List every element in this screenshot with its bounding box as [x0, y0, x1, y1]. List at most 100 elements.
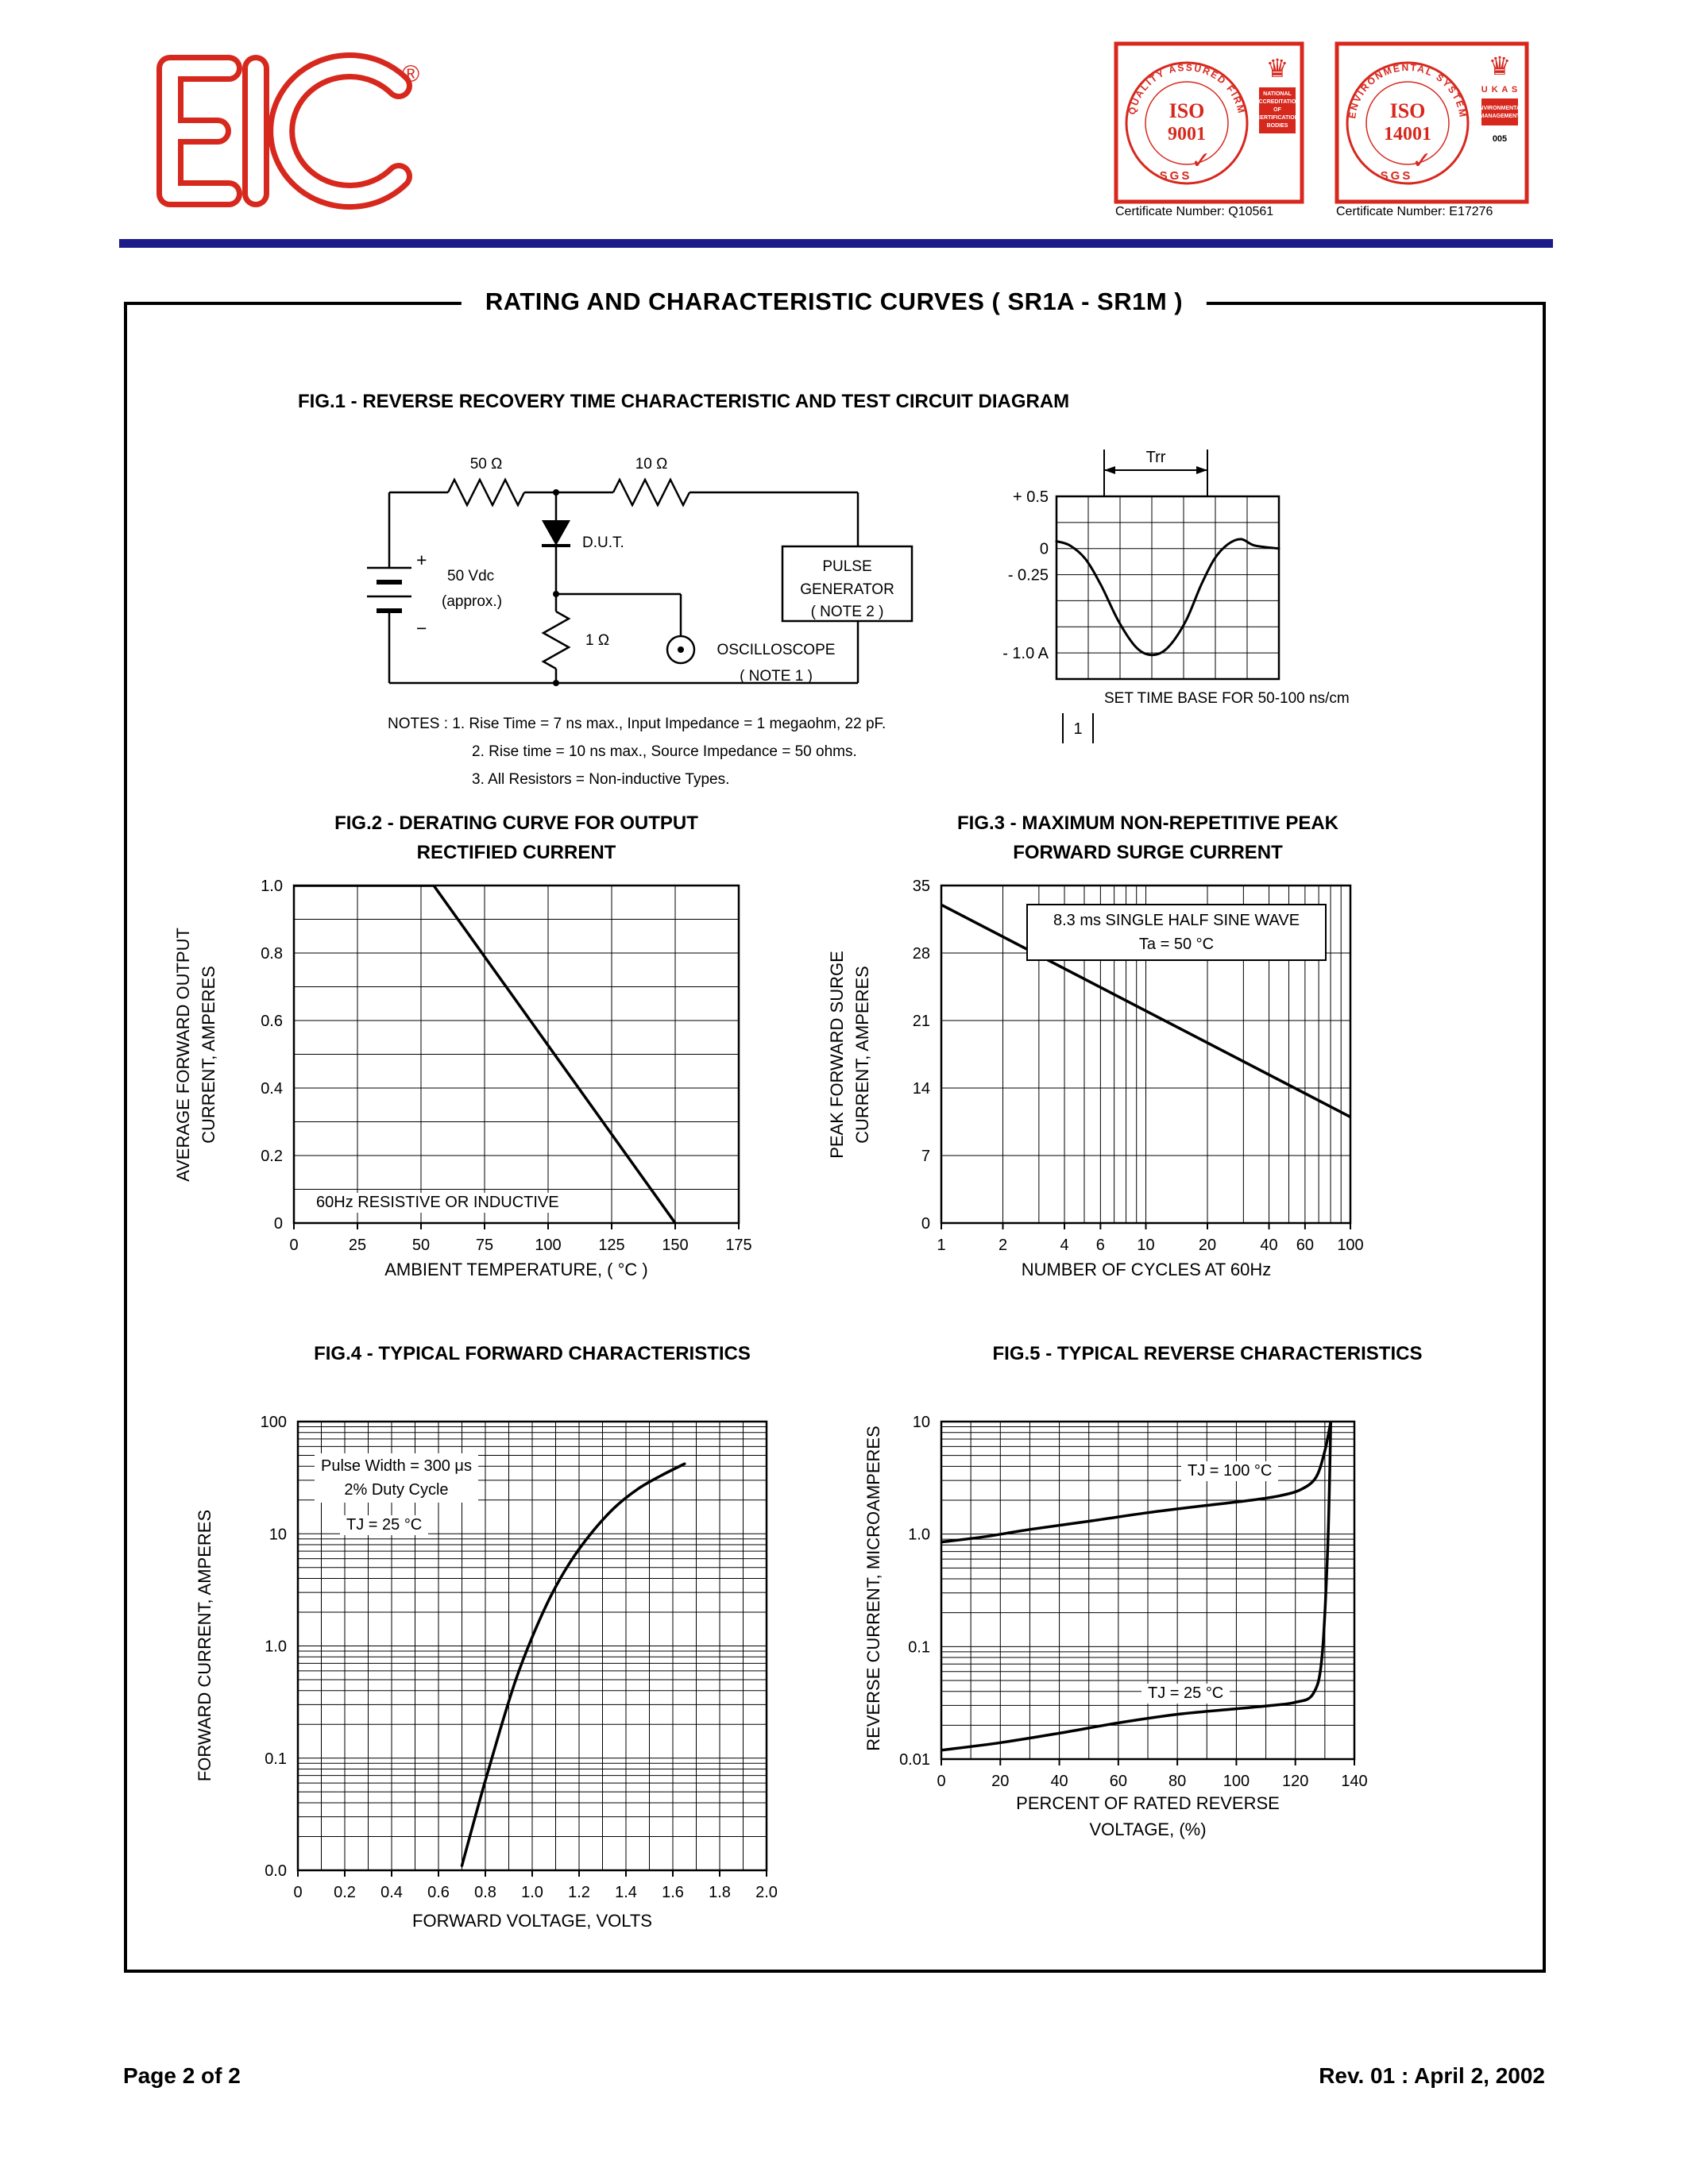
certificate-number-14001: Certificate Number: E17276: [1336, 205, 1493, 218]
svg-text:2.0: 2.0: [755, 1884, 778, 1901]
svg-text:1.4: 1.4: [615, 1884, 637, 1901]
pulse-generator-label: PULSE GENERATOR ( NOTE 2 ): [800, 558, 894, 620]
svg-text:1: 1: [937, 1237, 945, 1254]
svg-text:0.8: 0.8: [474, 1884, 496, 1901]
plus-label: +: [416, 550, 427, 570]
iso-number: 9001: [1168, 124, 1206, 145]
minus-label: −: [416, 618, 427, 639]
svg-text:1.0: 1.0: [521, 1884, 543, 1901]
fig2-y-axis-label: AVERAGE FORWARD OUTPUT CURRENT, AMPERES: [173, 928, 218, 1182]
svg-text:1: 1: [1073, 720, 1082, 738]
management-block: [1481, 98, 1518, 125]
svg-text:20: 20: [991, 1773, 1009, 1790]
svg-text:0: 0: [1040, 541, 1049, 558]
svg-text:0.1: 0.1: [908, 1638, 930, 1656]
svg-text:0: 0: [274, 1215, 283, 1233]
svg-text:1.8: 1.8: [709, 1884, 731, 1901]
svg-text:0.6: 0.6: [427, 1884, 450, 1901]
sgs-label: SGS: [1381, 169, 1413, 183]
svg-text:40: 40: [1260, 1237, 1277, 1254]
svg-text:100: 100: [1223, 1773, 1250, 1790]
junction-dot: [553, 591, 559, 597]
svg-text:0: 0: [289, 1237, 298, 1254]
eic-logo: EIC ®: [156, 52, 419, 210]
svg-text:2: 2: [999, 1237, 1007, 1254]
svg-text:75: 75: [476, 1237, 493, 1254]
svg-text:150: 150: [662, 1237, 688, 1254]
svg-text:6: 6: [1096, 1237, 1105, 1254]
svg-text:1.0: 1.0: [908, 1526, 930, 1544]
accreditation-line: BODIES: [1267, 123, 1288, 129]
resistor-1ohm-label: 1 Ω: [585, 632, 609, 649]
svg-text:1.2: 1.2: [568, 1884, 590, 1901]
iso-9001-badge: QUALITY ASSURED FIRM ISO 9001 ✓ SGS ♛ NA…: [1114, 41, 1304, 204]
svg-text:+ 0.5: + 0.5: [1013, 488, 1049, 506]
fig4-tj-label: TJ = 25 °C: [340, 1515, 429, 1535]
accreditation-line: OF: [1273, 107, 1281, 113]
fig5-series-label-25c: TJ = 25 °C: [1141, 1684, 1230, 1704]
resistor-1ohm-symbol: [541, 610, 571, 670]
fig2-x-axis-label: AMBIENT TEMPERATURE, ( °C ): [384, 1260, 648, 1279]
svg-text:10: 10: [913, 1414, 930, 1431]
management-line: MANAGEMENT: [1480, 114, 1521, 119]
ukas-code: 005: [1493, 134, 1507, 144]
test-circuit-diagram: 50 Ω 10 Ω D.U.T. 50 Vdc (approx.) + − 1 …: [367, 456, 914, 686]
fig5-title: FIG.5 - TYPICAL REVERSE CHARACTERISTICS: [992, 1343, 1423, 1364]
svg-text:125: 125: [598, 1237, 624, 1254]
timebase-note: SET TIME BASE FOR 50-100 ns/cm: [1104, 690, 1350, 707]
ukas-label: U K A S: [1481, 85, 1519, 95]
svg-text:7: 7: [921, 1148, 930, 1165]
svg-text:21: 21: [913, 1013, 930, 1030]
iso-number: 14001: [1384, 124, 1431, 145]
diode-symbol: [542, 520, 570, 546]
svg-text:0.0: 0.0: [265, 1862, 287, 1880]
junction-dot: [553, 489, 559, 496]
resistor-10ohm-label: 10 Ω: [635, 456, 668, 473]
svg-text:140: 140: [1341, 1773, 1367, 1790]
svg-text:1.0: 1.0: [261, 878, 283, 895]
svg-text:Trr: Trr: [1146, 449, 1166, 466]
probe-dot: [678, 646, 684, 653]
source-approx-label: (approx.): [442, 593, 502, 610]
registered-mark: ®: [402, 61, 419, 87]
certificate-number-9001: Certificate Number: Q10561: [1115, 205, 1274, 218]
svg-text:- 1.0 A: - 1.0 A: [1002, 645, 1049, 662]
fig5-reverse-chart: 0 20 40 60 80 100 120 140 0.01 0.1 1.0 10: [899, 1414, 1368, 1790]
footer-page-number: Page 2 of 2: [123, 2063, 241, 2088]
footer-revision: Rev. 01 : April 2, 2002: [1319, 2063, 1545, 2088]
fig5-y-axis-label: REVERSE CURRENT, MICROAMPERES: [863, 1426, 884, 1751]
fig3-annotation: 8.3 ms SINGLE HALF SINE WAVE Ta = 50 °C: [1026, 904, 1327, 961]
junction-dot: [553, 680, 559, 686]
note-line-1: NOTES : 1. Rise Time = 7 ns max., Input …: [388, 716, 886, 732]
dut-label: D.U.T.: [582, 534, 624, 551]
management-line: ENVIRONMENTAL: [1476, 106, 1524, 111]
svg-text:80: 80: [1168, 1773, 1186, 1790]
fig2-annotation: 60Hz RESISTIVE OR INDUCTIVE: [310, 1193, 566, 1213]
svg-text:10: 10: [269, 1526, 287, 1543]
accreditation-line: ACCREDITATION: [1255, 99, 1300, 105]
svg-text:0.1: 0.1: [265, 1750, 287, 1768]
svg-text:10: 10: [1137, 1237, 1154, 1254]
resistor-50ohm-symbol: [446, 477, 526, 507]
svg-text:60: 60: [1296, 1237, 1314, 1254]
header-divider: [119, 239, 1553, 248]
fig2-title: FIG.2 - DERATING CURVE FOR OUTPUT RECTIF…: [334, 812, 698, 864]
fig5-x-axis-label: PERCENT OF RATED REVERSE VOLTAGE, (%): [1016, 1793, 1280, 1839]
fig3-x-axis-label: NUMBER OF CYCLES AT 60Hz: [1021, 1260, 1272, 1279]
svg-text:0: 0: [921, 1215, 930, 1233]
svg-text:0.4: 0.4: [380, 1884, 403, 1901]
svg-text:28: 28: [913, 945, 930, 963]
source-voltage-label: 50 Vdc: [447, 568, 494, 585]
svg-text:50: 50: [412, 1237, 430, 1254]
svg-text:100: 100: [535, 1237, 561, 1254]
iso-label: ISO: [1390, 99, 1426, 122]
fig4-title: FIG.4 - TYPICAL FORWARD CHARACTERISTICS: [314, 1343, 751, 1364]
accreditation-line: CERTIFICATION: [1256, 115, 1299, 121]
crown-icon: ♛: [1266, 53, 1289, 83]
crown-icon: ♛: [1489, 51, 1512, 81]
reverse-recovery-waveform: + 0.5 0 - 0.25 - 1.0 A Trr 1: [1002, 449, 1280, 743]
fig2-derating-chart: 0 25 50 75 100 125 150 175 0 0.2 0.4 0.6 0.8 1.0: [261, 878, 752, 1254]
svg-text:175: 175: [725, 1237, 751, 1254]
svg-text:1.0: 1.0: [265, 1638, 287, 1656]
